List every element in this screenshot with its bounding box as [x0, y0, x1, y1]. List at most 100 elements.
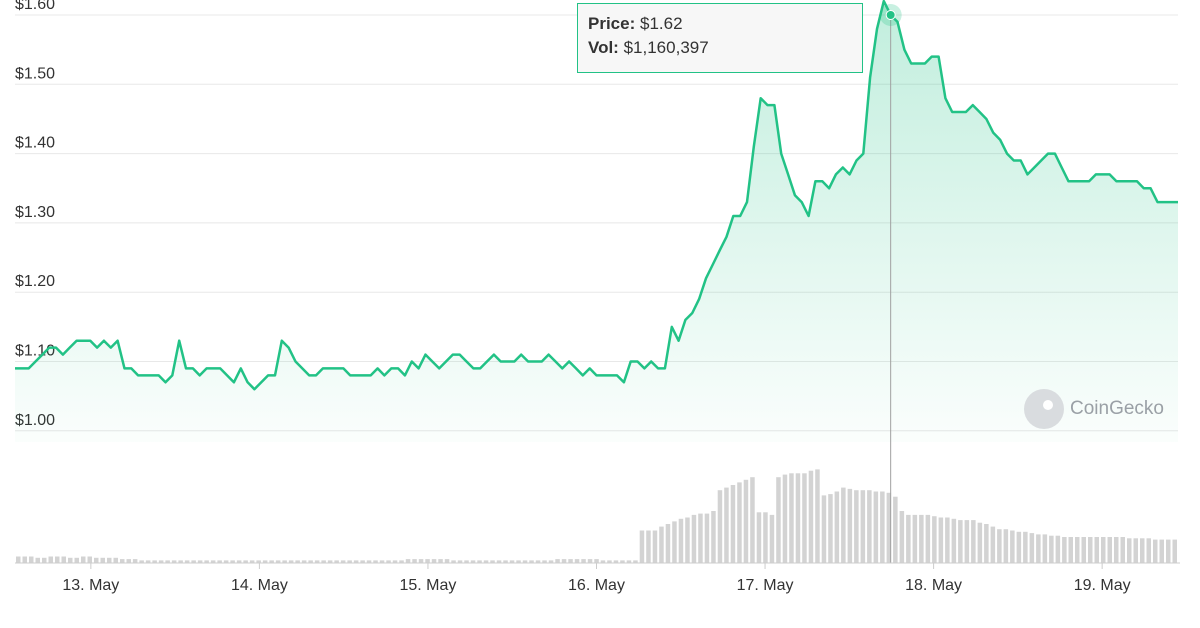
volume-bar: [451, 560, 456, 563]
volume-bar: [1094, 537, 1099, 563]
y-tick-label: $1.60: [15, 0, 55, 13]
volume-bar: [899, 511, 905, 563]
volume-bar: [633, 560, 638, 563]
x-tick-label: 17. May: [737, 577, 794, 594]
highlight-point[interactable]: [885, 10, 896, 20]
coingecko-logo-icon: [1024, 389, 1064, 429]
volume-bar: [529, 560, 534, 563]
x-tick-label: 14. May: [231, 577, 288, 594]
volume-bar: [919, 514, 924, 563]
volume-bar: [145, 560, 151, 563]
volume-bar: [282, 560, 287, 563]
volume-bar: [522, 560, 528, 563]
volume-bar: [1153, 539, 1158, 563]
volume-bar: [1114, 537, 1119, 563]
volume-bar: [249, 560, 255, 563]
volume-bar: [730, 485, 736, 563]
volume-bar: [288, 560, 294, 563]
volume-bar: [607, 560, 612, 563]
volume-bar: [535, 560, 541, 563]
volume-bar: [756, 512, 762, 563]
volume-bar: [938, 517, 944, 563]
price-area: [15, 1, 1178, 442]
volume-bar: [340, 560, 346, 563]
x-tick-label: 15. May: [399, 577, 456, 594]
volume-bar: [1075, 537, 1080, 563]
volume-bar: [808, 470, 814, 563]
volume-bar: [327, 560, 333, 563]
volume-bar: [184, 560, 190, 563]
volume-bar: [74, 557, 79, 563]
volume-bar: [672, 521, 677, 563]
volume-bar: [1166, 539, 1171, 563]
volume-bar: [100, 557, 105, 563]
volume-bar: [1120, 537, 1125, 563]
volume-bar: [548, 560, 554, 563]
watermark-text: CoinGecko: [1070, 398, 1164, 419]
volume-bar: [236, 560, 242, 563]
tooltip-price-row: Price: $1.62: [588, 12, 852, 36]
volume-bar: [977, 522, 983, 563]
volume-bar: [1081, 537, 1086, 563]
volume-bar: [366, 560, 372, 563]
volume-bar: [1003, 529, 1009, 563]
volume-bars: [16, 469, 1177, 563]
volume-bar: [35, 557, 40, 563]
volume-bar: [412, 559, 417, 563]
volume-bar: [1049, 535, 1054, 563]
volume-bar: [581, 559, 586, 563]
volume-bar: [951, 518, 957, 563]
volume-bar: [126, 559, 131, 563]
volume-bar: [516, 560, 521, 563]
volume-bar: [477, 560, 482, 563]
volume-bar: [620, 560, 625, 563]
volume-bar: [503, 560, 508, 563]
volume-bar: [613, 560, 619, 563]
volume-bar: [568, 559, 573, 563]
volume-bar: [815, 469, 820, 563]
volume-bar: [769, 514, 775, 563]
volume-bar: [438, 559, 443, 563]
volume-bar: [847, 488, 853, 563]
volume-bar: [217, 560, 222, 563]
volume-bar: [587, 559, 593, 563]
volume-bar: [256, 560, 261, 563]
volume-bar: [353, 560, 359, 563]
x-tick-label: 18. May: [905, 577, 962, 594]
volume-bar: [542, 560, 547, 563]
volume-bar: [496, 560, 502, 563]
volume-bar: [763, 512, 768, 563]
volume-bar: [334, 560, 339, 563]
volume-bar: [1172, 539, 1177, 563]
volume-bar: [132, 559, 138, 563]
volume-bar: [984, 524, 989, 563]
volume-bar: [932, 516, 937, 563]
volume-bar: [639, 530, 645, 563]
volume-bar: [61, 556, 66, 563]
volume-bar: [165, 560, 170, 563]
volume-bar: [1127, 538, 1132, 563]
volume-bar: [1133, 538, 1138, 563]
volume-bar: [711, 511, 716, 563]
volume-bar: [685, 517, 690, 563]
volume-bar: [828, 494, 833, 563]
volume-bar: [470, 560, 476, 563]
volume-bar: [945, 517, 950, 563]
tooltip-volume-value: $1,160,397: [623, 38, 709, 57]
y-tick-label: $1.50: [15, 65, 55, 82]
volume-bar: [509, 560, 515, 563]
volume-bar: [691, 514, 697, 563]
volume-bar: [1023, 531, 1028, 563]
volume-bar: [1042, 534, 1048, 563]
volume-bar: [223, 560, 229, 563]
volume-bar: [399, 560, 404, 563]
volume-bar: [1107, 537, 1112, 563]
volume-bar: [574, 559, 580, 563]
volume-bar: [1062, 537, 1067, 563]
volume-bar: [42, 557, 47, 563]
volume-bar: [444, 559, 450, 563]
volume-bar: [802, 473, 807, 563]
volume-bar: [490, 560, 495, 563]
volume-bar: [964, 520, 970, 563]
